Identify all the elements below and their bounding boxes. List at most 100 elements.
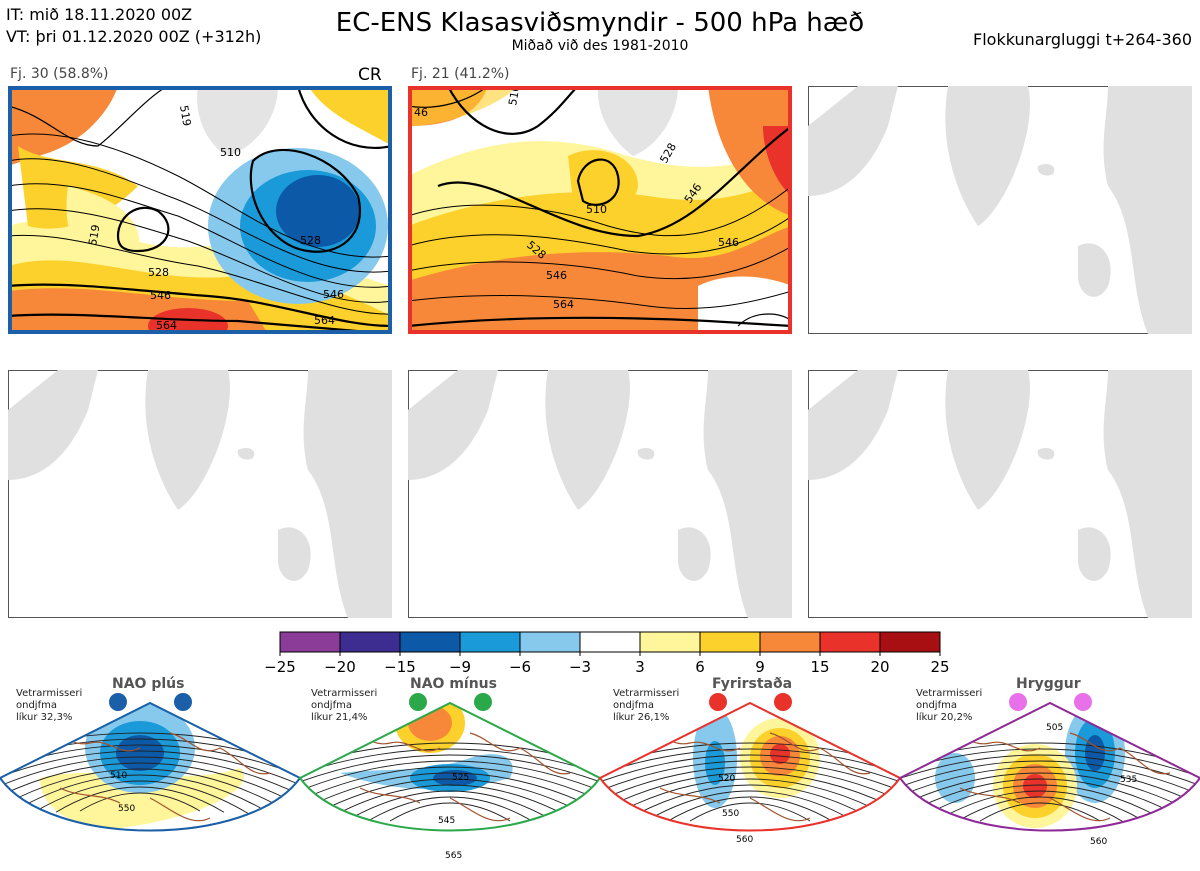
landmass	[945, 86, 1030, 226]
panel1-tag: CR	[358, 65, 382, 85]
anomaly-yellow	[40, 768, 244, 828]
height-contour	[617, 784, 883, 825]
regime-note-nao-plus: Vetrarmisseri ondjfma líkur 32,3%	[16, 688, 83, 723]
coastline	[639, 732, 871, 822]
colorbar-tick-label: −25	[264, 658, 296, 676]
anomaly-darkblue	[433, 770, 477, 786]
height-contour	[300, 778, 600, 827]
contour-label: 528	[148, 266, 169, 279]
empty-map-4	[8, 370, 392, 618]
regime-dot	[774, 693, 792, 711]
anomaly-ne-yellow	[308, 86, 392, 146]
cluster-map-1: 510 528 546 564 519 519 528 546 564	[8, 86, 392, 334]
colorbar-swatch	[759, 631, 821, 653]
colorbar-swatch	[639, 631, 701, 653]
panel2-border	[408, 86, 792, 334]
contour-label: 520	[718, 774, 735, 784]
landmass	[1078, 527, 1111, 581]
anomaly-nw-gold	[408, 86, 518, 126]
coastline	[39, 732, 271, 822]
coastline	[339, 732, 571, 822]
landmass	[1103, 370, 1192, 618]
header-info: IT: mið 18.11.2020 00Z VT: þri 01.12.202…	[6, 4, 261, 48]
anomaly-darkblue	[276, 175, 360, 247]
height-contour	[665, 796, 835, 823]
contour-label: 545	[438, 816, 455, 826]
height-contour	[907, 784, 1173, 825]
landmass	[808, 86, 898, 196]
anomaly-ne-orange	[708, 86, 792, 216]
panel1-border	[8, 86, 392, 334]
contour-label: 510	[110, 771, 127, 781]
contour-label: 535	[1120, 775, 1137, 785]
height-contour	[300, 754, 600, 831]
contour-label: 560	[1090, 837, 1107, 847]
empty-map-5	[408, 370, 792, 618]
contour-label: 564	[553, 298, 574, 311]
anomaly-orange	[408, 705, 452, 741]
height-contour	[900, 742, 1200, 831]
landmass	[197, 86, 278, 156]
landmass	[8, 370, 98, 480]
height-contour	[600, 778, 900, 827]
landmass	[237, 447, 255, 460]
landmass	[1037, 447, 1055, 460]
landmass	[278, 527, 311, 581]
contour-label: 510	[506, 86, 522, 107]
contour-label: 546	[323, 288, 344, 301]
contour-label: 510	[586, 203, 607, 216]
colorbar-tick-label: −20	[324, 658, 356, 676]
height-contour	[300, 742, 600, 831]
height-contour	[365, 796, 535, 823]
landmass	[145, 370, 230, 510]
colorbar-swatch	[339, 631, 401, 653]
classification-window: Flokkunargluggi t+264-360	[973, 30, 1192, 49]
height-contour	[300, 760, 600, 830]
anomaly-se-white	[698, 276, 792, 334]
anomaly-red	[770, 744, 790, 764]
landmass	[1078, 243, 1111, 297]
regime-dot	[474, 693, 492, 711]
colorbar-swatch	[579, 631, 641, 653]
colorbar-tick-label: 15	[810, 658, 829, 676]
height-contour	[641, 790, 859, 824]
height-contour	[600, 760, 900, 830]
coastline	[939, 732, 1171, 822]
colorbar-tick-label: 6	[695, 658, 705, 676]
regime-title-nao-minus: NAO mínus	[410, 676, 497, 692]
height-contour	[79, 792, 201, 812]
landmass	[637, 447, 655, 460]
colorbar-tick-label: 9	[755, 658, 765, 676]
landmass	[545, 370, 630, 510]
colorbar-tick-label: 3	[635, 658, 645, 676]
landmass	[945, 370, 1030, 510]
sector-border	[298, 701, 602, 832]
colorbar-swatch	[519, 631, 581, 653]
anomaly-red	[1023, 774, 1047, 798]
contour-label: 546	[150, 289, 171, 302]
cluster-map-2: 46 510 528 546 564 528 546 546 510	[408, 86, 792, 334]
height-contour	[0, 732, 300, 824]
height-contour	[955, 796, 1125, 823]
height-contour	[900, 760, 1200, 830]
init-time: IT: mið 18.11.2020 00Z	[6, 5, 193, 24]
regime-dot	[409, 693, 427, 711]
contour-label: 565	[445, 851, 462, 861]
contour-label: 546	[546, 269, 567, 282]
landmass	[303, 370, 392, 618]
colorbar-swatch	[459, 631, 521, 653]
contour-label: 560	[736, 835, 753, 845]
landmass	[1103, 86, 1192, 334]
contour-label: 564	[314, 314, 335, 327]
contour-label: 46	[414, 106, 428, 119]
height-contour	[900, 748, 1200, 831]
anomaly-orange	[408, 226, 792, 334]
regime-title-nao-plus: NAO plús	[112, 676, 185, 692]
landmass	[597, 86, 678, 156]
regime-dot	[1009, 693, 1027, 711]
landmass	[678, 527, 711, 581]
regime-dot	[709, 693, 727, 711]
regime-title-blocking: Fyrirstaða	[712, 676, 793, 692]
height-contour	[7, 774, 273, 815]
colorbar-swatch	[879, 631, 941, 653]
